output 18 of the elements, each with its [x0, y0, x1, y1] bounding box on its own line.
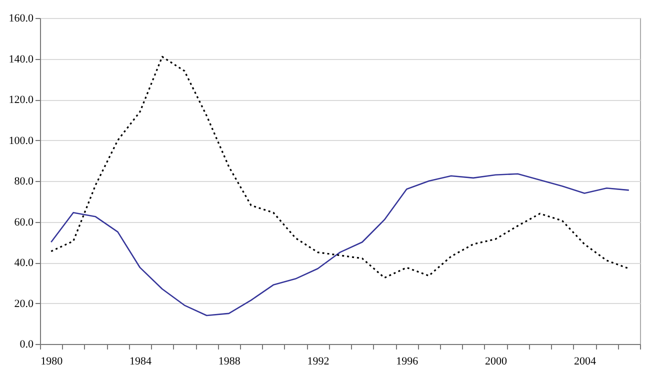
x-tick-label: 2000	[485, 356, 508, 368]
x-tick-label: 1984	[130, 356, 152, 368]
y-tick-label: 100.0	[8, 134, 34, 147]
x-tick-label: 1992	[307, 356, 330, 368]
y-tick-label: 40.0	[14, 257, 34, 269]
y-tick-label: 120.0	[8, 94, 34, 106]
x-tick-label: 2004	[574, 356, 596, 368]
y-tick-label: 160.0	[8, 12, 34, 24]
x-tick-label: 1988	[218, 356, 241, 368]
x-tick-label: 1980	[40, 356, 64, 368]
y-tick-label: 60.0	[14, 216, 34, 228]
line-series	[50, 56, 630, 279]
x-tick-label: 1996	[396, 356, 419, 368]
y-tick-label: 140.0	[8, 53, 34, 66]
y-tick-label: 80.0	[14, 176, 34, 188]
y-tick-label: 20.0	[14, 298, 34, 310]
line-series	[50, 173, 630, 316]
y-tick-label: 0.0	[20, 338, 34, 350]
